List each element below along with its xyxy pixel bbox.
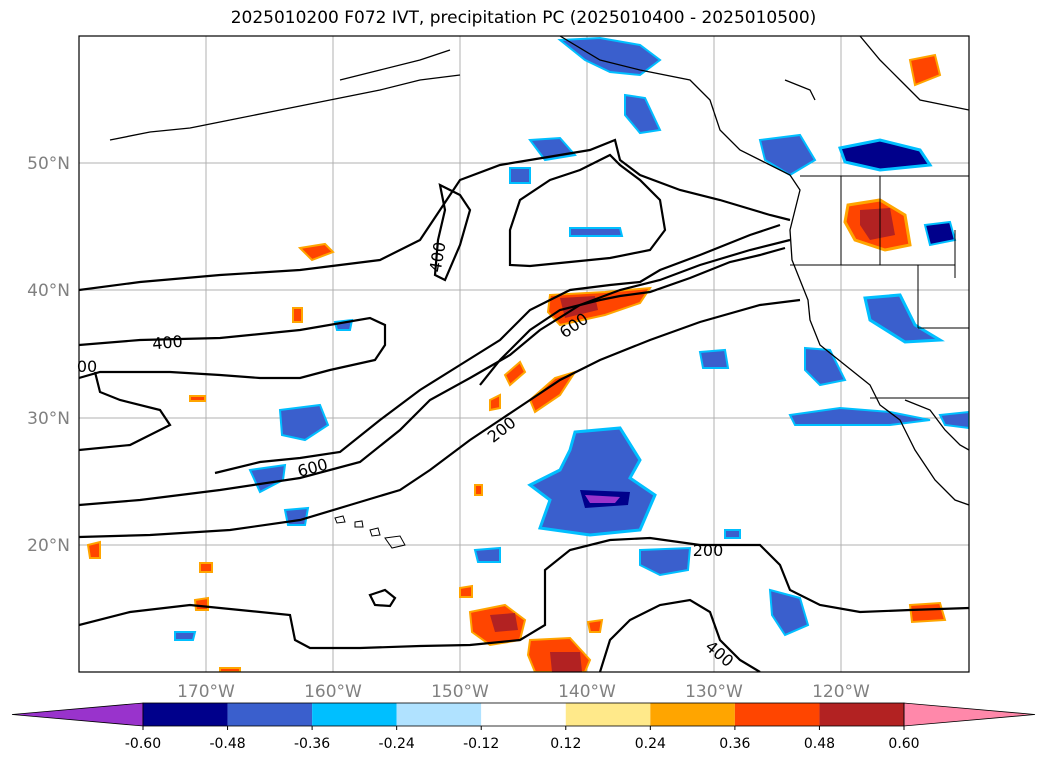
- colorbar-segment: [565, 703, 651, 726]
- colorbar-segment: [227, 703, 313, 726]
- precip-patch: [768, 588, 810, 637]
- ivt-contour: [479, 246, 786, 386]
- colorbar-tick-label: -0.48: [209, 736, 245, 752]
- precip-patch: [489, 393, 501, 412]
- precip-patch: [297, 242, 335, 262]
- colorbar-segment: [143, 703, 228, 726]
- precip-patch: [459, 584, 473, 598]
- precip-patch: [189, 395, 206, 402]
- precip-patch: [863, 293, 945, 344]
- colorbar-extend-low: [11, 702, 144, 727]
- colorbar-tick-label: -0.12: [463, 736, 499, 752]
- precip-patch: [586, 618, 604, 633]
- precip-patch: [698, 348, 730, 369]
- colorbar-tick-label: 0.48: [804, 736, 835, 752]
- colorbar-segment: [396, 703, 482, 726]
- precip-patch: [860, 208, 895, 240]
- map-frame: [79, 36, 969, 672]
- ivt-contour-label: 200: [693, 541, 724, 560]
- ivt-contour: [79, 371, 172, 452]
- precip-patch: [724, 529, 741, 539]
- lon-tick-label: 140°W: [558, 682, 616, 702]
- ivt-contour: [79, 298, 801, 539]
- map-title: 2025010200 F072 IVT, precipitation PC (2…: [230, 8, 817, 28]
- precip-patch: [585, 495, 620, 503]
- precip-patch: [193, 596, 209, 611]
- precip-patch: [908, 601, 947, 624]
- precip-patch: [569, 227, 624, 237]
- coastlines: [109, 36, 969, 506]
- colorbar-tick-label: 0.24: [635, 736, 666, 752]
- precip-patch: [292, 307, 303, 323]
- colorbar-segment: [650, 703, 735, 726]
- colorbar-tick-label: 0.36: [719, 736, 750, 752]
- colorbar-tick-label: 0.60: [888, 736, 919, 752]
- precip-patch: [278, 403, 330, 442]
- ivt-contour: [433, 183, 472, 282]
- precip-patch: [624, 93, 662, 135]
- lon-tick-label: 160°W: [304, 682, 362, 702]
- ivt-contour-label: 400: [151, 332, 183, 354]
- precip-patch: [509, 167, 531, 184]
- precip-positive-patches: [86, 53, 947, 672]
- ivt-contour: [598, 598, 761, 672]
- precip-patch: [908, 53, 942, 87]
- precip-patch: [219, 667, 241, 672]
- lon-tick-label: 120°W: [812, 682, 870, 702]
- precip-patch: [473, 546, 501, 563]
- precip-patch: [550, 652, 582, 672]
- ivt-contour: [508, 153, 667, 268]
- precip-patch: [503, 360, 527, 387]
- precip-patch: [923, 220, 957, 247]
- colorbar-tick-label: 0.12: [550, 736, 581, 752]
- precip-patch: [639, 546, 692, 577]
- precip-patch: [557, 36, 662, 77]
- precip-patch: [86, 540, 101, 559]
- precip-patch: [938, 410, 969, 430]
- hawaii-islands: [334, 515, 406, 549]
- colorbar-segment: [481, 703, 566, 726]
- colorbar: -0.60 -0.48 -0.36 -0.24 -0.12 0.12 0.24 0.36 0.4…: [11, 702, 1036, 752]
- colorbar-segment: [734, 703, 820, 726]
- precip-patch: [788, 406, 931, 426]
- political-borders: [790, 175, 969, 399]
- colorbar-extend-high: [903, 702, 1036, 727]
- precip-patch: [490, 613, 518, 632]
- colorbar-tick-label: -0.60: [125, 736, 161, 752]
- lon-tick-label: 130°W: [685, 682, 743, 702]
- lat-tick-label: 20°N: [27, 536, 70, 556]
- precip-negative-patches: [174, 36, 969, 641]
- precip-patch: [174, 631, 197, 641]
- lon-tick-label: 150°W: [431, 682, 489, 702]
- lat-tick-label: 30°N: [27, 409, 70, 429]
- ivt-contours: [79, 138, 969, 672]
- precip-patch: [474, 484, 483, 496]
- colorbar-segment: [312, 703, 397, 726]
- precip-patch: [838, 138, 933, 172]
- ivt-contour-label: 00: [77, 357, 97, 376]
- ivt-contour: [79, 536, 969, 650]
- colorbar-border: [142, 702, 905, 727]
- ivt-contour: [79, 238, 791, 507]
- ivt-contour: [79, 316, 387, 380]
- precip-patch: [527, 426, 657, 537]
- ivt-contour: [368, 588, 397, 608]
- precip-patch: [528, 370, 578, 414]
- ivt-contour: [79, 138, 791, 292]
- colorbar-tick-label: -0.36: [294, 736, 330, 752]
- lat-tick-label: 50°N: [27, 154, 70, 174]
- latitude-tick-labels: 50°N 40°N 30°N 20°N: [27, 154, 70, 556]
- colorbar-tick-label: -0.24: [379, 736, 415, 752]
- precip-patch: [758, 133, 817, 177]
- lon-tick-label: 170°W: [177, 682, 235, 702]
- longitude-tick-labels: 170°W 160°W 150°W 140°W 130°W 120°W: [177, 682, 870, 702]
- lat-tick-label: 40°N: [27, 281, 70, 301]
- precip-patch: [199, 562, 213, 573]
- ivt-contour: [214, 223, 781, 475]
- colorbar-segment: [819, 703, 904, 726]
- map-border: [78, 35, 970, 673]
